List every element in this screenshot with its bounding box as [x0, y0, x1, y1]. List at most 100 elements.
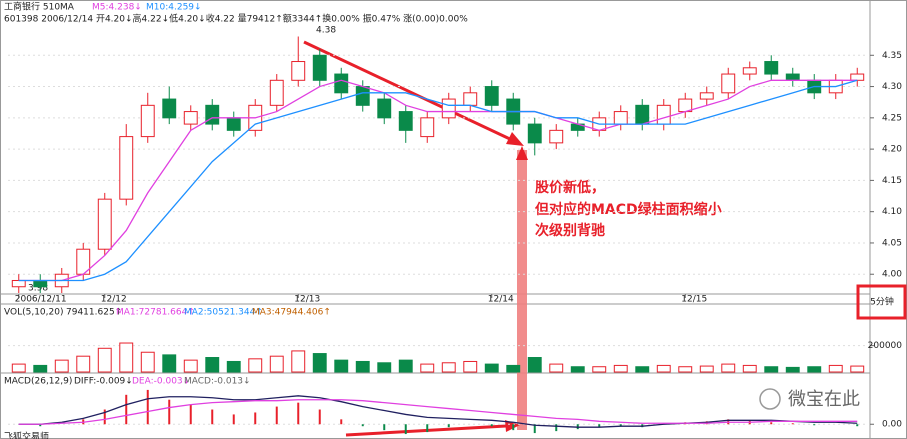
- volume-bar: [850, 365, 865, 373]
- volume-bar: [377, 362, 392, 373]
- candle-body: [334, 73, 349, 94]
- y-tick-label: 4.05: [882, 238, 902, 248]
- y-tick-label: 0.00: [882, 420, 902, 430]
- vol-legend: 79411.625↑: [66, 308, 122, 318]
- volume-bar: [570, 366, 585, 373]
- volume-bar: [678, 366, 693, 373]
- volume-bar: [656, 364, 671, 373]
- candle-body: [355, 86, 370, 106]
- candle-body: [33, 279, 48, 288]
- volume-bar: [463, 360, 478, 373]
- candle-body: [441, 98, 456, 119]
- candle-body: [162, 98, 177, 119]
- quote-line: 601398 2006/12/14 开4.20↓高4.22↓低4.20↓收4.2…: [4, 13, 468, 25]
- vol-legend: MA1:72781.664↑: [116, 308, 195, 318]
- x-tick-label: 12/12: [101, 295, 127, 305]
- candle-body: [291, 61, 306, 81]
- candle-body: [699, 92, 714, 100]
- volume-bar: [549, 363, 564, 373]
- volume-bar: [97, 347, 112, 373]
- volume-bar: [592, 366, 607, 373]
- volume-bar: [226, 360, 241, 373]
- volume-bar: [312, 353, 327, 373]
- indicator-line: [18, 395, 858, 428]
- legend-ma5: M5:4.238↓: [92, 3, 142, 13]
- x-tick-label: 12/15: [681, 295, 707, 305]
- volume-bar: [613, 364, 628, 373]
- volume-bar: [269, 355, 284, 373]
- volume-bar: [248, 358, 263, 373]
- candle-body: [140, 104, 155, 138]
- candle-body: [764, 61, 779, 75]
- y-tick-label: 4.15: [882, 176, 902, 186]
- candle-body: [377, 98, 392, 119]
- candle-body: [183, 111, 198, 125]
- y-tick-label: 4.30: [882, 82, 902, 92]
- volume-bar: [484, 363, 499, 373]
- volume-bar: [183, 359, 198, 373]
- period-label: 5分钟: [870, 296, 894, 308]
- candle-body: [656, 104, 671, 125]
- vol-legend: MA3:47944.406↑: [252, 308, 331, 318]
- watermark-icon: [759, 388, 781, 410]
- volume-bar: [742, 364, 757, 373]
- vol-title: VOL(5,10,20): [4, 308, 63, 318]
- candle-body: [269, 79, 284, 106]
- candle-body: [484, 86, 499, 106]
- y-tick-label: 4.10: [882, 207, 902, 217]
- indicator-line: [18, 79, 858, 282]
- y-tick-label: 4.20: [882, 145, 902, 155]
- arrow-head: [516, 146, 528, 160]
- candle-body: [721, 73, 736, 94]
- legend-ma10: M10:4.259↓: [146, 3, 202, 13]
- candle-body: [742, 67, 757, 75]
- arrow: [303, 40, 513, 142]
- volume-bar: [334, 359, 349, 373]
- volume-bar: [398, 359, 413, 373]
- candle-body: [527, 123, 542, 144]
- candle-body: [785, 73, 800, 81]
- watermark: 微宝在此: [788, 389, 860, 410]
- volume-bar: [699, 365, 714, 373]
- y-tick-label: 4.00: [882, 270, 902, 280]
- volume-bar: [162, 354, 177, 373]
- highlight-box: [856, 284, 907, 320]
- candle-body: [850, 73, 865, 81]
- stock-title: 工商银行 510MA: [4, 1, 75, 13]
- volume-bar: [635, 366, 650, 373]
- candle-body: [312, 54, 327, 81]
- macd-legend: DEA:-0.003↓: [132, 377, 190, 387]
- volume-bar: [506, 364, 521, 373]
- y-tick-label: 4.35: [882, 51, 902, 61]
- arrow-head: [506, 132, 524, 146]
- volume-bar: [785, 366, 800, 373]
- volume-bar: [527, 357, 542, 373]
- volume-bar: [721, 363, 736, 373]
- candle-body: [613, 111, 628, 125]
- x-tick-label: 12/14: [488, 295, 514, 305]
- candle-body: [226, 117, 241, 131]
- candle-body: [420, 117, 435, 138]
- volume-bar: [11, 363, 26, 373]
- candle-body: [463, 92, 478, 106]
- highlight-bar: [517, 150, 527, 430]
- indicator-line: [18, 79, 858, 282]
- volume-bar: [119, 342, 134, 373]
- volume-bar: [828, 364, 843, 373]
- annotation: 股价新低，: [535, 179, 605, 196]
- volume-bar: [54, 359, 69, 373]
- candle-body: [119, 136, 134, 200]
- annotation: 但对应的MACD绿柱面积缩小: [534, 201, 722, 218]
- volume-bar: [420, 363, 435, 373]
- candle-body: [97, 198, 112, 250]
- arrow: [345, 424, 507, 437]
- footer: 飞狐交易师: [4, 431, 49, 439]
- volume-bar: [764, 366, 779, 373]
- y-tick-label: 4.25: [882, 113, 902, 123]
- volume-bar: [807, 366, 822, 373]
- x-tick-label: 12/13: [294, 295, 320, 305]
- x-tick-label: 2006/12/11: [15, 295, 67, 305]
- vol-legend: MA2:50521.344↑: [184, 308, 263, 318]
- high-label: 4.38: [316, 26, 336, 36]
